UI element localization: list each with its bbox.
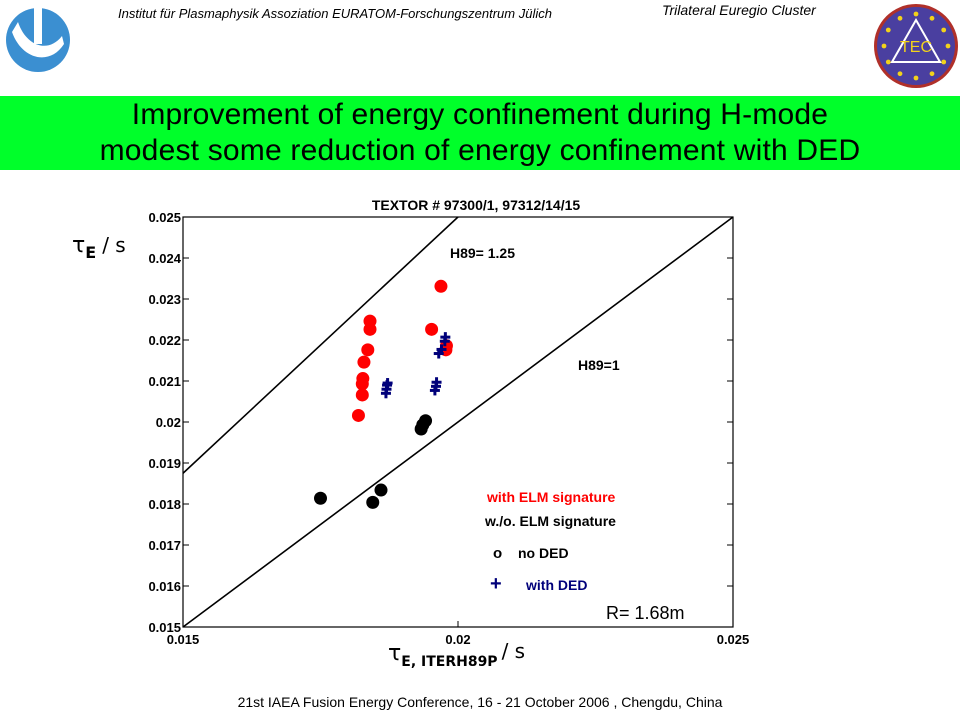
x-axis-label: τE, ITERH89P / s — [388, 639, 525, 670]
banner-line-1: Improvement of energy confinement during… — [131, 98, 829, 131]
tec-logo-text: TEC — [900, 39, 932, 56]
reference-lines — [182, 216, 734, 628]
tec-logo-triangle — [890, 17, 942, 63]
data-point-circle — [357, 355, 371, 369]
tec-star — [885, 27, 891, 33]
legend: with ELM signature w./o. ELM signature o… — [484, 489, 616, 595]
data-point-plus — [431, 377, 442, 388]
ref-line-label-1: H89=1 — [578, 357, 620, 373]
data-points — [314, 279, 453, 509]
scatter-chart: 0.015 0.016 0.017 0.018 0.019 0.02 0.021 0.022 0… — [72, 197, 750, 670]
x-label-symbol: τ — [388, 641, 401, 666]
data-point-circle — [434, 279, 448, 293]
tec-logo-disc — [877, 7, 955, 85]
ref-line-label-125: H89= 1.25 — [450, 245, 515, 261]
y-axis-ticks: 0.015 0.016 0.017 0.018 0.019 0.02 0.021 0.022 0… — [148, 210, 733, 635]
y-tick-label: 0.016 — [148, 579, 181, 594]
y-tick-label: 0.017 — [148, 538, 181, 553]
tec-star — [881, 43, 887, 49]
x-label-subscript: E, ITERH89P — [401, 654, 497, 670]
data-point-circle — [355, 388, 369, 402]
y-tick-label: 0.023 — [148, 292, 181, 307]
y-label-unit: / s — [102, 233, 126, 257]
y-tick-label: 0.022 — [148, 333, 181, 348]
x-label-unit: / s — [502, 639, 526, 663]
data-point-circle — [361, 343, 375, 357]
tec-star — [929, 71, 935, 77]
data-point-circle — [356, 372, 370, 386]
tec-star — [913, 75, 919, 81]
tec-star — [897, 15, 903, 21]
legend-with-elm: with ELM signature — [486, 489, 616, 505]
chart-title: TEXTOR # 97300/1, 97312/14/15 — [372, 197, 581, 213]
legend-no-ded-label: no DED — [518, 545, 569, 561]
title-banner: Improvement of energy confinement during… — [0, 96, 960, 170]
tec-logo-stars — [881, 11, 951, 81]
x-axis-ticks: 0.015 0.02 0.025 — [167, 621, 750, 647]
y-tick-label: 0.015 — [148, 620, 181, 635]
x-tick-label: 0.025 — [717, 632, 750, 647]
data-point-circle — [351, 408, 365, 422]
data-point-plus — [436, 344, 447, 355]
data-point-circle — [363, 314, 377, 328]
y-tick-label: 0.024 — [148, 251, 181, 266]
y-label-symbol: τ — [72, 233, 85, 258]
tec-star — [913, 11, 919, 17]
y-tick-label: 0.02 — [156, 415, 181, 430]
institute-name: Institut für Plasmaphysik Assoziation EU… — [118, 6, 552, 21]
y-label-subscript: E — [85, 243, 96, 262]
reference-line-0 — [182, 216, 459, 474]
data-point-circle — [366, 495, 380, 509]
data-point-plus — [382, 378, 393, 389]
legend-with-ded-symbol: + — [490, 573, 502, 595]
cluster-name: Trilateral Euregio Cluster — [662, 2, 816, 18]
tec-star — [897, 71, 903, 77]
tec-star — [929, 15, 935, 21]
reference-line-1 — [182, 216, 734, 628]
radius-annotation: R= 1.68m — [606, 603, 685, 623]
y-tick-label: 0.021 — [148, 374, 181, 389]
data-point-circle — [314, 491, 327, 505]
y-tick-label: 0.018 — [148, 497, 181, 512]
ipp-logo — [6, 8, 70, 72]
data-point-plus — [440, 332, 451, 343]
tec-star — [941, 59, 947, 65]
x-tick-label: 0.015 — [167, 632, 200, 647]
data-point-circle — [425, 322, 439, 336]
data-point-circle — [419, 414, 433, 428]
tec-star — [945, 43, 951, 49]
y-tick-label: 0.025 — [148, 210, 181, 225]
legend-with-ded-label: with DED — [525, 577, 587, 593]
data-point-circle — [374, 483, 388, 497]
y-tick-label: 0.019 — [148, 456, 181, 471]
tec-star — [885, 59, 891, 65]
y-axis-label: τE / s — [72, 233, 126, 262]
legend-no-ded-symbol: o — [493, 545, 502, 562]
ipp-logo-swoosh — [12, 22, 64, 58]
tec-logo: TEC — [874, 4, 958, 88]
banner-line-2: modest some reduction of energy confinem… — [99, 134, 861, 167]
x-tick-label: 0.02 — [445, 632, 470, 647]
legend-without-elm: w./o. ELM signature — [484, 513, 616, 529]
tec-star — [941, 27, 947, 33]
conference-footer: 21st IAEA Fusion Energy Conference, 16 -… — [237, 694, 723, 710]
ipp-logo-bar — [34, 8, 42, 44]
